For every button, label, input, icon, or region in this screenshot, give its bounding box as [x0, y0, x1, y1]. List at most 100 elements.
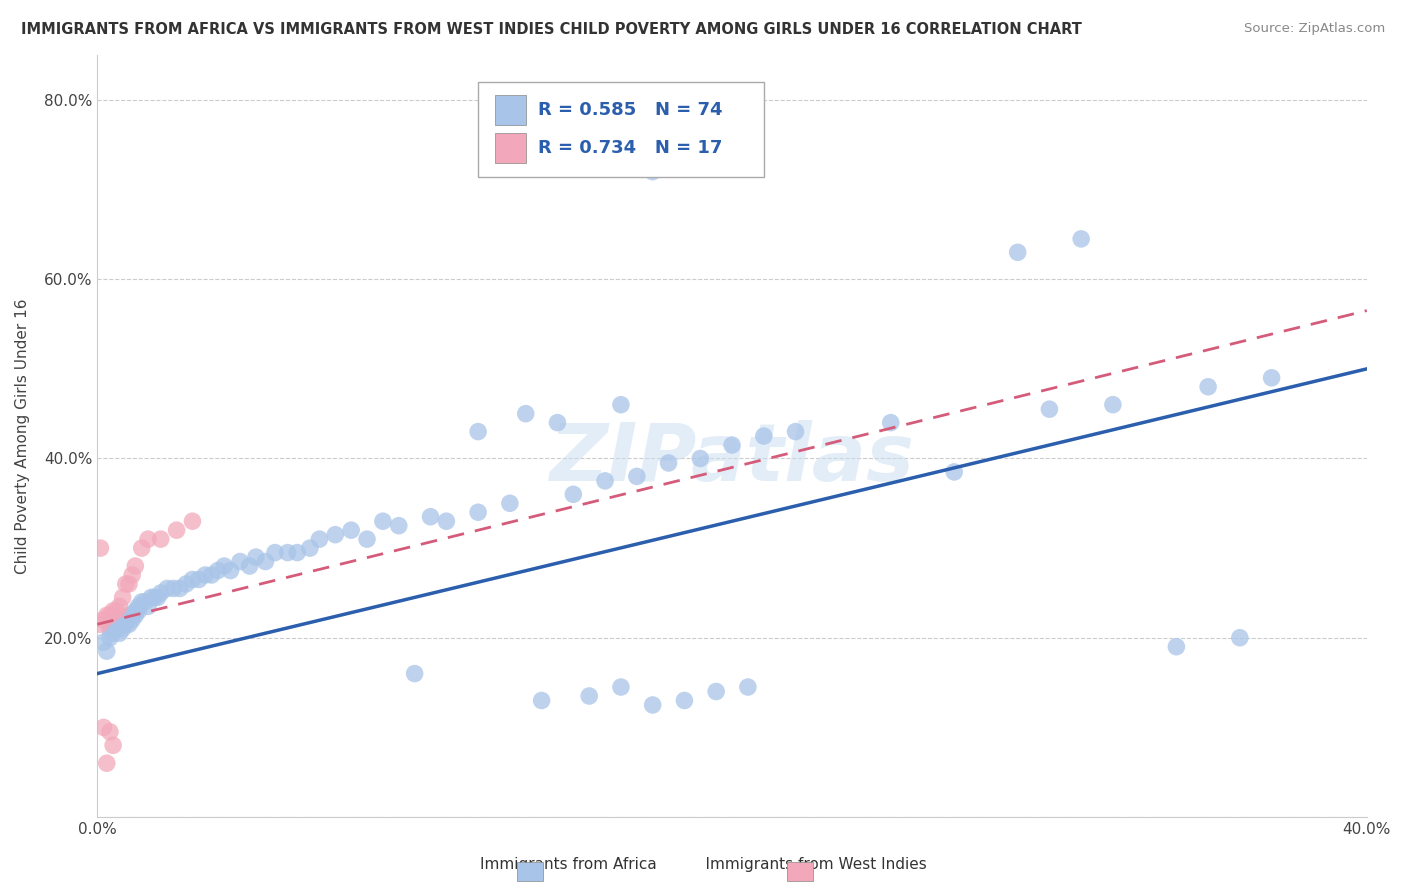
Point [131, 541, 153, 555]
Point [98, 631, 121, 645]
Point [285, 545, 308, 559]
Point [254, 555, 277, 569]
Point [1197, 380, 1219, 394]
Point [108, 626, 131, 640]
Point [96, 644, 118, 658]
Point [752, 429, 775, 443]
Point [121, 613, 143, 627]
Point [131, 595, 153, 609]
Point [169, 582, 191, 596]
Point [93, 720, 115, 734]
Point [98, 608, 121, 623]
Point [593, 474, 616, 488]
Point [308, 532, 330, 546]
Point [207, 564, 229, 578]
Point [124, 608, 146, 623]
Point [89, 541, 111, 555]
Point [136, 599, 159, 614]
Point [1166, 640, 1188, 654]
Point [114, 577, 136, 591]
Point [229, 555, 252, 569]
Point [89, 617, 111, 632]
Bar [495, 133, 526, 163]
Point [1038, 402, 1060, 417]
Point [219, 564, 242, 578]
Point [108, 617, 131, 632]
Point [118, 577, 141, 591]
Point [141, 591, 163, 605]
Point [101, 617, 124, 632]
Point [121, 568, 143, 582]
Point [114, 613, 136, 627]
Point [194, 568, 217, 582]
Point [93, 613, 115, 627]
Point [111, 622, 134, 636]
Point [143, 591, 166, 605]
Point [641, 698, 664, 712]
Point [404, 666, 426, 681]
Point [1007, 245, 1029, 260]
Point [149, 586, 172, 600]
Point [174, 577, 197, 591]
Point [212, 559, 235, 574]
Text: R = 0.585   N = 74: R = 0.585 N = 74 [537, 101, 723, 119]
Point [111, 613, 134, 627]
Text: IMMIGRANTS FROM AFRICA VS IMMIGRANTS FROM WEST INDIES CHILD POVERTY AMONG GIRLS : IMMIGRANTS FROM AFRICA VS IMMIGRANTS FRO… [21, 22, 1083, 37]
Point [467, 505, 489, 519]
Point [156, 582, 179, 596]
Point [578, 689, 600, 703]
Point [166, 523, 188, 537]
Point [96, 756, 118, 771]
Point [1070, 232, 1092, 246]
Point [689, 451, 711, 466]
Point [111, 591, 134, 605]
Point [98, 622, 121, 636]
Point [658, 456, 681, 470]
Point [128, 604, 150, 618]
Point [101, 604, 124, 618]
Point [146, 591, 169, 605]
Point [610, 680, 633, 694]
Point [277, 545, 299, 559]
Point [149, 532, 172, 546]
Point [340, 523, 363, 537]
Point [264, 545, 287, 559]
Point [108, 599, 131, 614]
Point [704, 684, 727, 698]
Point [356, 532, 378, 546]
Point [93, 635, 115, 649]
Point [530, 693, 553, 707]
Bar [495, 95, 526, 125]
Point [785, 425, 807, 439]
Point [105, 604, 128, 618]
Point [181, 573, 204, 587]
Point [298, 541, 321, 555]
Point [467, 425, 489, 439]
Text: Immigrants from Africa          Immigrants from West Indies: Immigrants from Africa Immigrants from W… [479, 857, 927, 872]
Point [626, 469, 648, 483]
Text: R = 0.734   N = 17: R = 0.734 N = 17 [537, 139, 723, 157]
Point [323, 527, 346, 541]
Point [1229, 631, 1251, 645]
Point [610, 398, 633, 412]
Point [388, 518, 411, 533]
Point [121, 608, 143, 623]
Point [1102, 398, 1125, 412]
Point [419, 509, 441, 524]
Point [118, 617, 141, 632]
Point [187, 573, 209, 587]
Y-axis label: Child Poverty Among Girls Under 16: Child Poverty Among Girls Under 16 [15, 298, 30, 574]
Point [239, 559, 262, 574]
Point [1260, 371, 1282, 385]
Point [128, 599, 150, 614]
Point [134, 595, 156, 609]
Point [200, 568, 222, 582]
Point [162, 582, 184, 596]
Point [546, 416, 568, 430]
Point [434, 514, 457, 528]
Point [124, 604, 146, 618]
Point [101, 739, 124, 753]
Point [114, 617, 136, 632]
FancyBboxPatch shape [478, 82, 763, 177]
Point [124, 559, 146, 574]
